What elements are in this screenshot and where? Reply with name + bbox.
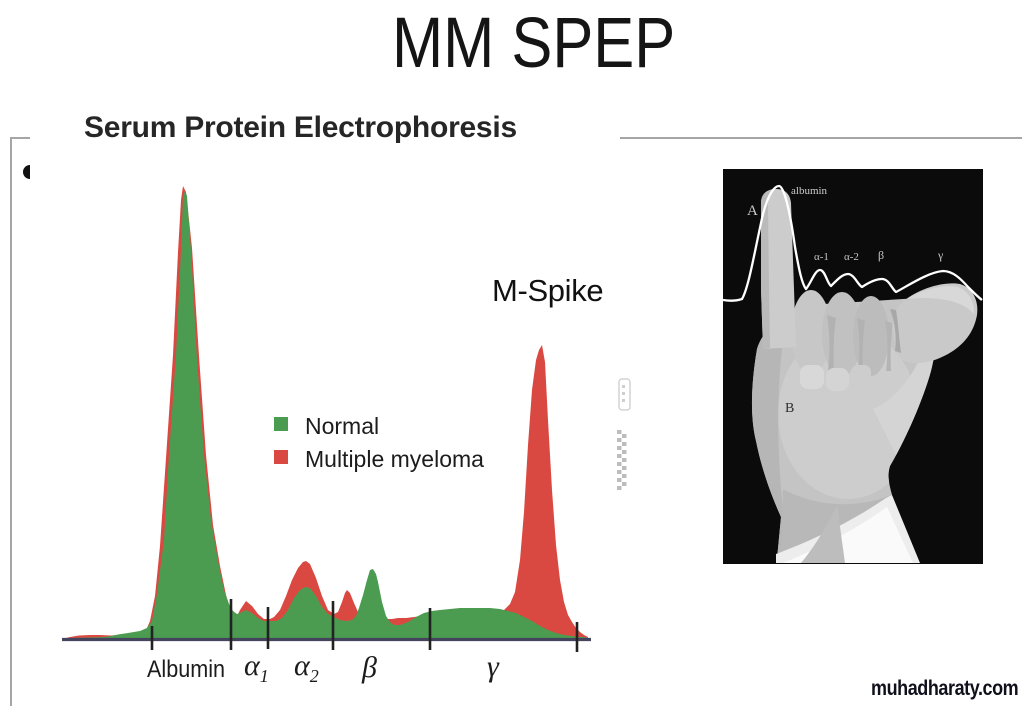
svg-text:α-2: α-2 [844,251,859,263]
svg-text:B: B [785,401,794,416]
svg-text:A: A [747,203,758,219]
svg-text:γ: γ [937,248,944,262]
svg-text:α-1: α-1 [814,251,829,263]
svg-text:albumin: albumin [791,185,828,197]
svg-text:β: β [878,248,884,262]
